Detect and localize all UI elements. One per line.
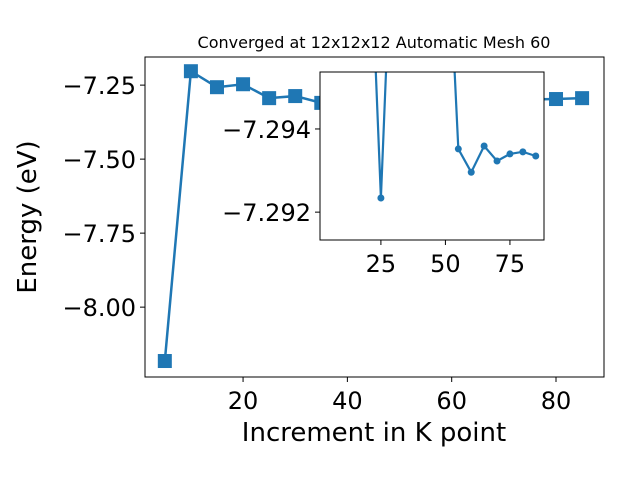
x-tick-label: 20 bbox=[228, 387, 259, 415]
y-tick-label: −7.75 bbox=[62, 220, 136, 248]
marker bbox=[467, 168, 475, 176]
x-tick-label: 25 bbox=[366, 250, 397, 278]
x-tick-label: 75 bbox=[495, 250, 526, 278]
x-tick-label: 50 bbox=[430, 250, 461, 278]
x-tick-label: 80 bbox=[541, 387, 572, 415]
marker bbox=[454, 145, 462, 153]
marker bbox=[480, 142, 488, 150]
x-tick-label: 60 bbox=[436, 387, 467, 415]
marker bbox=[493, 157, 501, 165]
x-tick-label: 40 bbox=[332, 387, 363, 415]
marker bbox=[183, 64, 198, 79]
marker bbox=[532, 152, 540, 160]
chart-title: Converged at 12x12x12 Automatic Mesh 60 bbox=[198, 33, 551, 52]
y-axis-label: Energy (eV) bbox=[13, 140, 43, 293]
axes-frame bbox=[319, 71, 545, 241]
y-tick-label: −8.00 bbox=[62, 294, 136, 322]
x-axis-label: Increment in K point bbox=[242, 418, 506, 448]
marker bbox=[236, 77, 251, 92]
y-tick-label: −7.292 bbox=[222, 199, 311, 227]
marker bbox=[288, 89, 303, 104]
y-tick-label: −7.25 bbox=[62, 72, 136, 100]
marker bbox=[262, 91, 277, 106]
marker bbox=[209, 80, 224, 95]
marker bbox=[519, 148, 527, 156]
marker bbox=[157, 354, 172, 369]
y-tick-label: −7.294 bbox=[222, 116, 311, 144]
marker bbox=[549, 92, 564, 107]
axes-frame bbox=[144, 56, 605, 378]
series bbox=[374, 72, 540, 202]
y-tick-label: −7.50 bbox=[62, 146, 136, 174]
marker bbox=[506, 150, 514, 158]
marker bbox=[377, 194, 385, 202]
marker bbox=[575, 91, 590, 106]
